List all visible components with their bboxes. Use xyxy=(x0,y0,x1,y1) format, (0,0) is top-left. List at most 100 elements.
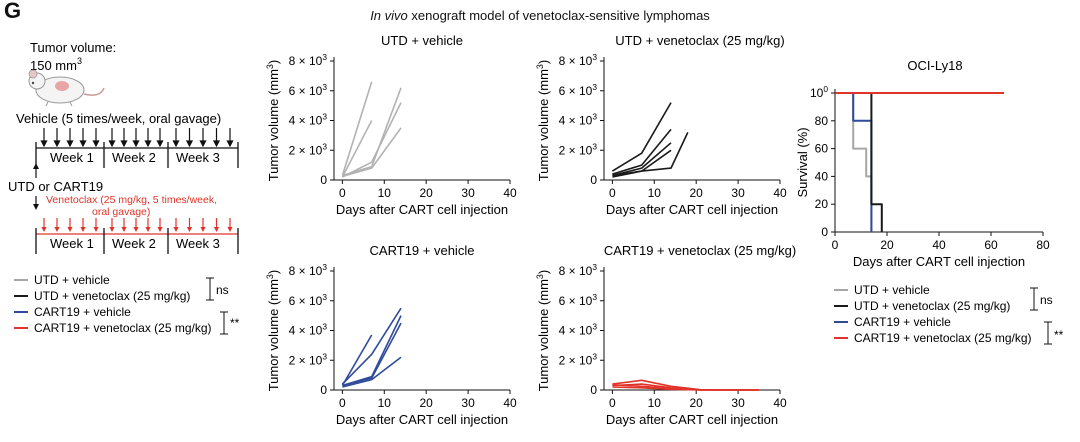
y-tick-label-exp: 3 xyxy=(322,112,327,122)
dosing-arrow-head xyxy=(157,227,163,232)
sig-stars-left: ** xyxy=(230,316,240,330)
dosing-arrow xyxy=(156,128,164,148)
dosing-arrow-head xyxy=(109,227,115,232)
y-tick-label: 2 × 103 xyxy=(289,141,328,157)
dosing-arrow-head xyxy=(92,140,100,148)
sig-bracket-stars-right xyxy=(1044,321,1052,345)
dosing-arrow-head xyxy=(79,140,87,148)
x-tick-label: 20 xyxy=(420,396,434,410)
dosing-arrow xyxy=(199,128,207,148)
dosing-arrow xyxy=(212,128,221,148)
dosing-arrow-head xyxy=(200,227,206,232)
y-tick-label-base: 2 × 10 xyxy=(559,353,593,367)
y-axis-label-text: Tumor volume (mm xyxy=(266,69,281,181)
figure-title-italic: In vivo xyxy=(370,8,408,23)
tumor-volume-number: 150 mm xyxy=(30,58,77,73)
x-tick-label: 10 xyxy=(648,186,662,200)
sig-ns-left: ns xyxy=(216,283,229,297)
x-tick-label: 0 xyxy=(339,396,346,410)
mouse-icon xyxy=(28,69,105,107)
chart-utd-venetoclax: UTD + venetoclax (25 mg/kg) 0 10 20 30 40 0 2 ×… xyxy=(535,33,787,217)
series-line-2 xyxy=(612,142,672,177)
y-tick-label: 4 × 103 xyxy=(289,322,328,338)
x-tick-label: 30 xyxy=(461,186,475,200)
dosing-arrow-head xyxy=(66,140,74,148)
y-tick-label-base: 6 × 10 xyxy=(289,84,323,98)
legend-label-0: UTD + vehicle xyxy=(34,273,110,287)
y-tick-label: 6 × 103 xyxy=(289,292,328,308)
chart-title: UTD + venetoclax (25 mg/kg) xyxy=(615,33,784,48)
x-axis-label: Days after CART cell injection xyxy=(336,202,508,217)
x-axis-label: Days after CART cell injection xyxy=(606,202,778,217)
dosing-arrow-head xyxy=(172,140,180,148)
chart-cart19-venetoclax: CART19 + venetoclax (25 mg/kg) 0 10 20 30 40 0… xyxy=(535,243,796,427)
y-tick-label-base: 2 × 10 xyxy=(289,353,323,367)
sig-bracket-stars xyxy=(220,311,228,335)
x-tick-label: 20 xyxy=(880,238,894,252)
y-tick-label-base: 4 × 10 xyxy=(289,324,323,338)
y-tick-label: 6 × 103 xyxy=(289,82,328,98)
dosing-arrow-head xyxy=(213,227,220,232)
x-tick-label: 60 xyxy=(984,238,998,252)
injection-arrow-down xyxy=(33,196,39,210)
week-2-label-2: Week 2 xyxy=(112,236,156,251)
y-tick-label: 0 xyxy=(590,383,597,397)
vehicle-label: Vehicle (5 times/week, oral gavage) xyxy=(16,111,221,126)
x-tick-label: 0 xyxy=(832,238,839,252)
dosing-arrow-head xyxy=(227,227,233,232)
x-tick-label: 30 xyxy=(731,396,745,410)
y-tick-label-exp: 3 xyxy=(592,112,597,122)
y-tick-label-base: 4 × 10 xyxy=(559,114,593,128)
dosing-arrow-head xyxy=(212,140,221,148)
legend-label-2: CART19 + vehicle xyxy=(854,315,951,329)
dosing-arrow xyxy=(109,218,115,232)
tumor-volume-exponent: 3 xyxy=(77,56,82,66)
y-tick-label-exp: 3 xyxy=(592,141,597,151)
week-1-label: Week 1 xyxy=(50,150,94,165)
dosing-arrow xyxy=(79,128,87,148)
dosing-arrow xyxy=(145,218,151,232)
y-tick-label: 8 × 103 xyxy=(289,52,328,68)
y-tick-label-base: 8 × 10 xyxy=(559,54,593,68)
series-line-1 xyxy=(342,102,402,178)
week-2-label: Week 2 xyxy=(112,150,156,165)
dosing-arrow xyxy=(53,128,61,148)
dosing-arrow-head xyxy=(185,140,194,148)
legend-label-1: UTD + venetoclax (25 mg/kg) xyxy=(854,299,1010,313)
dosing-arrow xyxy=(66,128,74,148)
series-line-4 xyxy=(612,132,689,177)
y-axis-label-text: Tumor volume (mm xyxy=(536,69,551,181)
y-axis-label-text: Tumor volume (mm xyxy=(536,279,551,391)
x-tick-label: 20 xyxy=(690,186,704,200)
dosing-arrow-head xyxy=(144,140,152,148)
legend-left: UTD + vehicle UTD + venetoclax (25 mg/kg)… xyxy=(14,273,240,335)
series-line-4 xyxy=(341,334,373,386)
y-tick-label-exp: 3 xyxy=(592,82,597,92)
y-tick-label-exp: 3 xyxy=(322,262,327,272)
y-tick-label: 0 xyxy=(821,225,828,239)
dosing-arrow-head xyxy=(186,227,193,232)
y-tick-label: 4 × 103 xyxy=(559,322,598,338)
legend-label-2: CART19 + vehicle xyxy=(34,305,131,319)
y-tick-label: 2 × 103 xyxy=(559,351,598,367)
y-tick-label: 80 xyxy=(815,114,829,128)
x-axis-label: Days after CART cell injection xyxy=(336,412,508,427)
y-tick-label-exp: 3 xyxy=(592,262,597,272)
y-tick-label-exp: 3 xyxy=(592,351,597,361)
injection-arrow-up xyxy=(33,163,39,178)
series-line-3 xyxy=(342,356,402,388)
x-tick-label: 10 xyxy=(378,186,392,200)
figure-title-rest: xenograft model of venetoclax-sensitive … xyxy=(407,8,710,23)
x-tick-label: 80 xyxy=(1036,238,1050,252)
y-tick-label: 60 xyxy=(815,142,829,156)
y-tick-label-exp: 3 xyxy=(322,322,327,332)
injection-label: UTD or CART19 xyxy=(8,179,103,194)
series-line-0 xyxy=(341,307,402,385)
y-axis-label-text: Tumor volume (mm xyxy=(266,279,281,391)
dosing-arrow-head xyxy=(226,140,234,148)
series-line-0 xyxy=(611,102,672,172)
dosing-arrow-head xyxy=(121,227,127,232)
y-tick-label-exp: 0 xyxy=(823,84,828,94)
dosing-arrow-head xyxy=(40,140,48,148)
